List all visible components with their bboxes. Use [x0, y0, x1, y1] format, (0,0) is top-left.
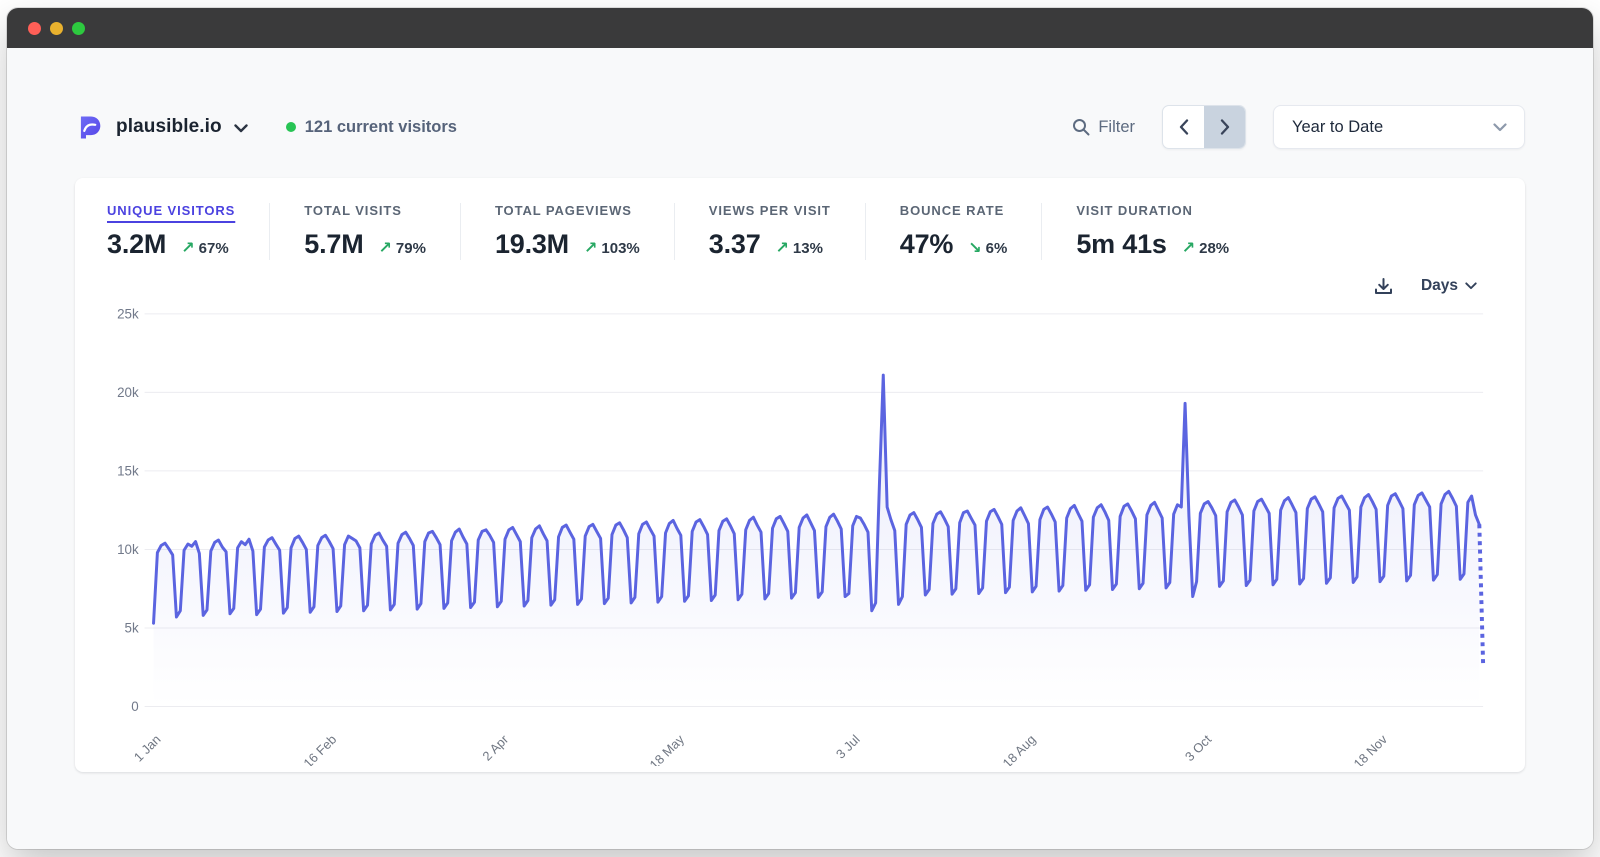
visitors-chart[interactable]: 0 5k 10k 15k 20k 25k 1 Jan 16 Feb 2 Apr 18 May 3 J… — [99, 300, 1497, 766]
series-area — [153, 375, 1480, 707]
x-tick-label: 3 Oct — [1182, 731, 1215, 764]
y-tick-label: 0 — [131, 699, 138, 714]
stat-unique-visitors[interactable]: Unique visitors 3.2M ↗ 67% — [89, 203, 271, 260]
close-button[interactable] — [28, 21, 41, 35]
x-tick-label: 18 Aug — [1000, 732, 1039, 766]
stat-value: 5m 41s — [1076, 229, 1167, 259]
date-pager — [1162, 105, 1246, 149]
x-tick-label: 16 Feb — [300, 732, 339, 766]
stat-value: 47% — [899, 229, 954, 259]
search-icon — [1073, 119, 1090, 136]
stat-value: 3.2M — [107, 229, 167, 259]
stat-views-per-visit[interactable]: Views per visit 3.37 ↗ 13% — [675, 203, 866, 260]
stat-change: 67% — [198, 240, 229, 257]
x-tick-label: 18 May — [647, 731, 688, 766]
trend-arrow-icon: ↗ — [1181, 240, 1196, 257]
zoom-button[interactable] — [72, 21, 85, 35]
y-tick-label: 15k — [117, 463, 139, 478]
plausible-logo-icon — [80, 116, 101, 138]
top-stats: Unique visitors 3.2M ↗ 67% Total visits 5… — [89, 203, 1507, 260]
y-tick-label: 5k — [125, 620, 139, 635]
x-tick-label: 3 Jul — [833, 732, 863, 762]
stat-label: Visit duration — [1076, 203, 1193, 218]
series-line — [152, 373, 1481, 625]
chart-area: 0 5k 10k 15k 20k 25k 1 Jan 16 Feb 2 Apr 18 May 3 J… — [89, 292, 1507, 768]
stat-label: Bounce rate — [899, 203, 1005, 218]
next-period-button[interactable] — [1204, 106, 1245, 148]
site-name[interactable]: plausible.io — [116, 116, 222, 137]
minimize-button[interactable] — [50, 21, 63, 35]
date-range-select[interactable]: Year to Date — [1273, 105, 1525, 149]
stat-visit-duration[interactable]: Visit duration 5m 41s ↗ 28% — [1042, 203, 1263, 260]
y-tick-label: 25k — [117, 306, 139, 321]
date-range-value: Year to Date — [1292, 117, 1384, 136]
app-window: plausible.io 121 current visitors Filter — [7, 8, 1593, 849]
stat-change: 103% — [601, 240, 640, 257]
chevron-left-icon — [1179, 119, 1188, 135]
download-icon — [1374, 277, 1392, 294]
x-tick-label: 2 Apr — [479, 731, 511, 763]
stat-bounce-rate[interactable]: Bounce rate 47% ↘ 6% — [866, 203, 1043, 260]
stat-value: 5.7M — [304, 229, 364, 259]
series-dotted-tail — [1477, 524, 1486, 665]
stat-label: Unique visitors — [107, 203, 236, 218]
chevron-down-icon[interactable] — [234, 124, 248, 133]
dashboard: plausible.io 121 current visitors Filter — [7, 48, 1593, 849]
topbar-controls: Filter Year to Date — [1072, 105, 1525, 149]
y-axis-labels: 0 5k 10k 15k 20k 25k — [117, 306, 139, 714]
analytics-card: Unique visitors 3.2M ↗ 67% Total visits 5… — [75, 178, 1525, 772]
stat-change: 13% — [792, 240, 823, 257]
interval-select[interactable]: Days — [1421, 277, 1477, 295]
x-tick-label: 1 Jan — [131, 732, 164, 765]
stat-value: 19.3M — [494, 229, 569, 259]
y-tick-label: 20k — [117, 385, 139, 400]
current-visitors-label: 121 current visitors — [304, 117, 457, 136]
chevron-down-icon — [1493, 122, 1507, 131]
trend-arrow-icon: ↗ — [775, 240, 789, 257]
stat-change: 6% — [985, 240, 1008, 257]
window-titlebar — [7, 8, 1593, 48]
current-visitors[interactable]: 121 current visitors — [285, 117, 457, 137]
export-download-button[interactable] — [1373, 276, 1394, 297]
stat-label: Views per visit — [708, 203, 831, 218]
trend-arrow-icon: ↘ — [968, 240, 982, 257]
filter-label: Filter — [1098, 117, 1135, 136]
site-header: plausible.io 121 current visitors — [75, 114, 457, 141]
live-dot-icon — [285, 122, 296, 132]
chart-controls: Days — [89, 260, 1507, 295]
stat-label: Total pageviews — [494, 203, 632, 218]
filter-button[interactable]: Filter — [1072, 118, 1135, 137]
stat-total-pageviews[interactable]: Total pageviews 19.3M ↗ 103% — [461, 203, 675, 260]
trend-arrow-icon: ↗ — [378, 240, 392, 257]
stat-value: 3.37 — [708, 229, 761, 259]
chevron-down-icon — [1465, 282, 1477, 290]
x-axis-labels: 1 Jan 16 Feb 2 Apr 18 May 3 Jul 18 Aug 3 Oct 18… — [131, 731, 1391, 766]
trend-arrow-icon: ↗ — [583, 240, 598, 257]
stat-change: 28% — [1199, 240, 1230, 257]
previous-period-button[interactable] — [1163, 106, 1204, 148]
stat-total-visits[interactable]: Total visits 5.7M ↗ 79% — [270, 203, 461, 260]
dashboard-topbar: plausible.io 121 current visitors Filter — [75, 104, 1525, 150]
y-tick-label: 10k — [117, 542, 139, 557]
stat-label: Total visits — [304, 203, 402, 218]
trend-arrow-icon: ↗ — [181, 240, 195, 257]
x-tick-label: 18 Nov — [1351, 731, 1391, 766]
interval-value: Days — [1420, 277, 1458, 294]
chevron-right-icon — [1220, 119, 1229, 135]
stat-change: 79% — [395, 240, 426, 257]
